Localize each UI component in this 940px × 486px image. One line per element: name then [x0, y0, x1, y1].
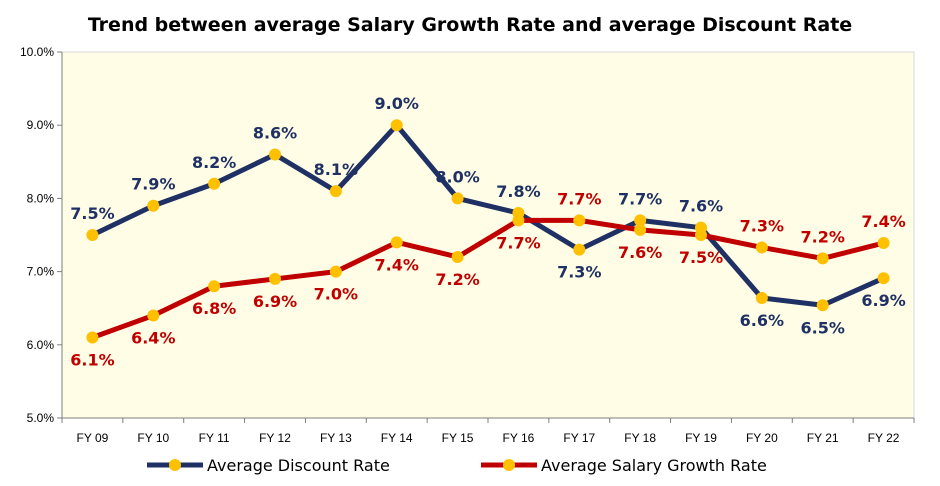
data-point [390, 119, 403, 132]
data-label: 7.6% [679, 197, 723, 216]
data-label: 8.2% [192, 153, 236, 172]
data-label: 7.2% [435, 270, 479, 289]
data-point [634, 223, 647, 236]
y-tick-label: 7.0% [27, 265, 55, 279]
data-label: 7.7% [496, 233, 540, 252]
data-label: 7.5% [679, 248, 723, 267]
data-label: 8.6% [253, 123, 297, 142]
data-label: 7.4% [375, 255, 419, 274]
data-point [634, 214, 647, 227]
data-point [269, 148, 281, 161]
x-tick-label: FY 17 [563, 431, 595, 445]
x-tick-label: FY 21 [807, 431, 839, 445]
legend-label: Average Discount Rate [207, 456, 390, 475]
x-tick-label: FY 20 [746, 431, 778, 445]
data-label: 6.6% [740, 311, 784, 330]
data-point [877, 237, 890, 250]
data-point [451, 250, 464, 263]
data-label: 7.4% [861, 212, 905, 231]
data-point [816, 252, 829, 265]
data-point [695, 229, 707, 241]
data-label: 6.8% [192, 299, 236, 318]
data-point [208, 177, 221, 190]
data-label: 7.6% [618, 243, 662, 262]
legend-label: Average Salary Growth Rate [541, 456, 767, 475]
data-point [269, 272, 281, 285]
data-label: 7.5% [70, 204, 114, 223]
data-point [755, 291, 768, 304]
legend: Average Discount Rate Average Salary Grow… [147, 456, 767, 475]
x-tick-label: FY 18 [624, 431, 656, 445]
data-label: 6.1% [70, 350, 114, 369]
x-tick-label: FY 12 [259, 431, 291, 445]
data-point [573, 243, 586, 256]
data-label: 6.9% [861, 291, 905, 310]
data-point [512, 214, 525, 227]
data-point [86, 229, 99, 241]
data-label: 7.3% [557, 263, 601, 282]
data-point [816, 299, 829, 312]
data-label: 7.9% [131, 175, 175, 194]
data-point [329, 265, 342, 278]
data-label: 7.7% [557, 189, 601, 208]
data-label: 8.1% [314, 160, 358, 179]
y-tick-label: 6.0% [27, 338, 55, 352]
data-point [86, 331, 99, 344]
x-axis-ticks: FY 09 FY 10 FY 11 FY 12 FY 13 FY 14 FY 15 FY 16… [61, 418, 915, 445]
data-label: 8.0% [435, 167, 479, 186]
data-label: 6.4% [131, 329, 175, 348]
series-layer [86, 119, 890, 344]
data-label: 7.3% [740, 216, 784, 235]
data-point [147, 199, 160, 212]
legend-swatch-marker [169, 459, 181, 471]
y-tick-label: 8.0% [27, 191, 55, 205]
data-point [208, 280, 221, 293]
data-point [755, 241, 768, 254]
y-axis-ticks: 5.0% 6.0% 7.0% 8.0% 9.0% 10.0% [20, 45, 62, 425]
series-line-0 [89, 122, 887, 308]
data-label: 7.2% [801, 227, 845, 246]
chart-title: Trend between average Salary Growth Rate… [87, 14, 853, 36]
data-label: 6.9% [253, 292, 297, 311]
data-point [329, 185, 342, 198]
data-label: 9.0% [375, 94, 419, 113]
x-tick-label: FY 19 [685, 431, 717, 445]
x-tick-label: FY 14 [381, 431, 413, 445]
data-labels: 7.5% 7.9% 8.2% 8.6% 8.1% 9.0% 8.0% 7.8% 7.3% 7.7%… [70, 94, 906, 369]
data-point [877, 272, 890, 285]
y-tick-label: 9.0% [27, 118, 55, 132]
y-tick-label: 5.0% [27, 411, 55, 425]
plot-area [61, 51, 915, 419]
x-tick-label: FY 11 [199, 431, 230, 445]
data-label: 7.0% [314, 285, 358, 304]
data-label: 7.8% [496, 182, 540, 201]
x-tick-label: FY 15 [442, 431, 474, 445]
x-tick-label: FY 13 [320, 431, 352, 445]
x-tick-label: FY 09 [77, 431, 109, 445]
data-label: 6.5% [801, 318, 845, 337]
data-label: 7.7% [618, 189, 662, 208]
data-point [573, 214, 586, 227]
data-point [451, 192, 464, 205]
y-tick-label: 10.0% [20, 45, 54, 59]
legend-swatch-marker [503, 459, 515, 471]
x-tick-label: FY 10 [137, 431, 169, 445]
series-line-1 [89, 217, 887, 340]
x-tick-label: FY 22 [868, 431, 900, 445]
data-point [147, 309, 160, 322]
x-tick-label: FY 16 [503, 431, 535, 445]
data-point [390, 236, 403, 249]
